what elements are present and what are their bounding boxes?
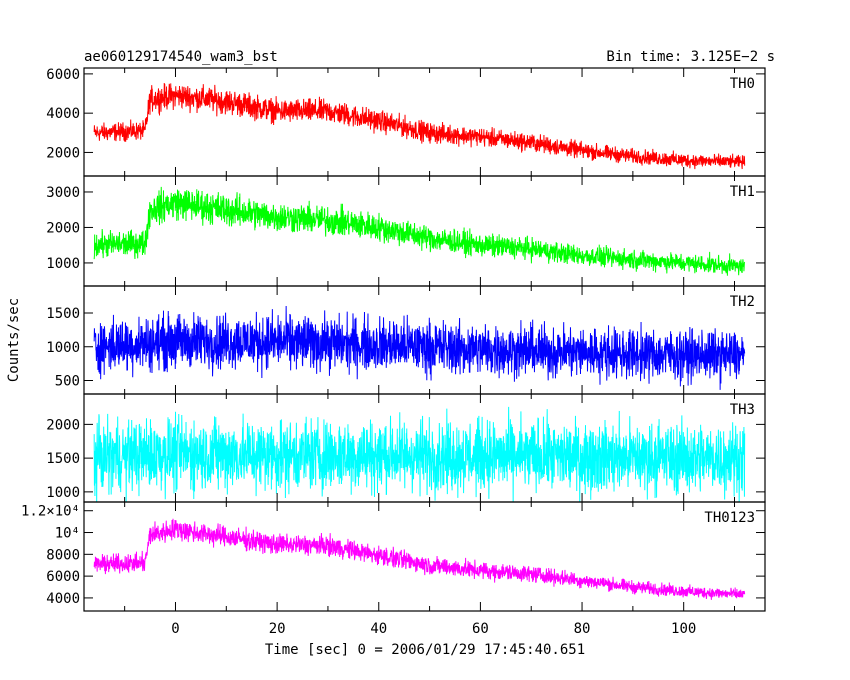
y-tick-label: 1500 (46, 306, 80, 322)
x-tick-label: 80 (574, 621, 591, 637)
x-tick-label: 100 (671, 621, 696, 637)
y-tick-label: 1000 (46, 340, 80, 356)
panel-th0123: 4000 6000 8000 10⁴ 1.2×10⁴ TH0123 (21, 501, 766, 612)
x-tick-label: 0 (171, 621, 179, 637)
series-line-th0123 (93, 518, 746, 600)
panel-label-th0: TH0 (730, 76, 755, 92)
panel-th3: 1000 1500 2000 TH3 (46, 393, 766, 503)
y-tick-label: 10⁴ (55, 526, 80, 542)
y-tick-label: 6000 (46, 67, 80, 83)
panel-th2: 500 1000 1500 TH2 (46, 285, 766, 395)
y-tick-label: 4000 (46, 591, 80, 607)
panel-th1: 1000 2000 3000 TH1 (46, 175, 766, 287)
y-tick-label: 2000 (46, 220, 80, 236)
panel-label-th1: TH1 (730, 184, 755, 200)
y-tick-label: 4000 (46, 106, 80, 122)
y-tick-label: 1000 (46, 485, 80, 501)
y-tick-label: 1.2×10⁴ (21, 504, 80, 520)
y-tick-label: 2000 (46, 145, 80, 161)
chart-title: ae060129174540_wam3_bst (84, 49, 278, 65)
y-tick-label: 2000 (46, 417, 80, 433)
x-tick-label: 40 (370, 621, 387, 637)
y-axis-label: Counts/sec (6, 298, 22, 382)
y-tick-label: 3000 (46, 185, 80, 201)
x-tick-label: 20 (269, 621, 286, 637)
panel-label-th3: TH3 (730, 402, 755, 418)
y-tick-label: 500 (55, 374, 80, 390)
series-line-th1 (93, 186, 746, 276)
y-tick-label: 1500 (46, 451, 80, 467)
series-line-th3 (93, 406, 746, 502)
bin-time-label: Bin time: 3.125E−2 s (606, 49, 775, 65)
series-line-th2 (93, 306, 746, 390)
series-line-th0 (93, 83, 746, 170)
y-tick-label: 8000 (46, 547, 80, 563)
x-tick-label: 60 (472, 621, 489, 637)
y-tick-label: 6000 (46, 569, 80, 585)
panel-frame (83, 501, 766, 612)
panel-th0: 2000 4000 6000 TH0 (46, 67, 766, 177)
panel-label-th2: TH2 (730, 294, 755, 310)
y-tick-label: 1000 (46, 256, 80, 272)
x-axis-label: Time [sec] 0 = 2006/01/29 17:45:40.651 (265, 642, 585, 658)
panel-label-th0123: TH0123 (704, 510, 755, 526)
